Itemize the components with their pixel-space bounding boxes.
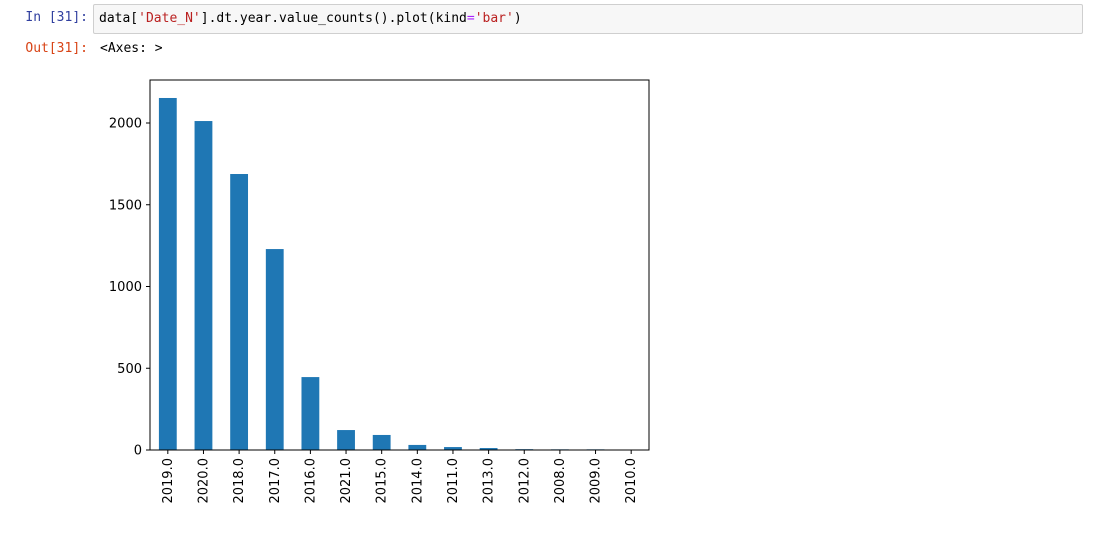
x-tick-label: 2020.0 (196, 458, 211, 504)
bar (337, 430, 355, 450)
x-tick-label: 2012.0 (517, 458, 532, 504)
y-tick-label: 2000 (109, 117, 142, 132)
output-prompt: Out[31]: (25, 41, 88, 56)
x-tick-label: 2013.0 (482, 458, 497, 504)
y-tick-label: 0 (134, 444, 142, 459)
x-tick-label: 2009.0 (589, 458, 604, 504)
x-tick-label: 2021.0 (339, 458, 354, 504)
x-tick-label: 2015.0 (375, 458, 390, 504)
bar (408, 444, 427, 450)
output-text: <Axes: > (100, 41, 163, 56)
code-operator: = (466, 11, 475, 26)
bar (265, 249, 284, 450)
bar (230, 174, 249, 450)
bar (158, 97, 177, 450)
y-tick-label: 1000 (109, 280, 142, 295)
bar (444, 447, 462, 450)
code-token: data[ (99, 11, 139, 26)
bar (372, 434, 391, 450)
code-string: 'Date_N' (138, 11, 201, 26)
code-string: 'bar' (474, 11, 514, 26)
y-tick-label: 1500 (109, 198, 142, 213)
code-input-cell[interactable]: data['Date_N'].dt.year.value_counts().pl… (93, 4, 1083, 34)
x-tick-label: 2014.0 (410, 458, 425, 504)
bar (194, 121, 213, 450)
x-tick-label: 2019.0 (161, 458, 176, 504)
x-tick-label: 2010.0 (624, 458, 639, 504)
x-tick-label: 2016.0 (303, 458, 318, 504)
input-prompt: In [31]: (25, 10, 88, 25)
plot-frame (149, 79, 650, 451)
x-tick-label: 2017.0 (268, 458, 283, 504)
x-tick-label: 2008.0 (553, 458, 568, 504)
x-tick-label: 2018.0 (232, 458, 247, 504)
x-tick-label: 2011.0 (446, 458, 461, 504)
bar (479, 448, 498, 450)
code-token: ].dt.year.value_counts().plot(kind (200, 11, 467, 26)
code-token: ) (513, 11, 522, 26)
bar (301, 377, 320, 450)
y-tick-label: 500 (117, 362, 142, 377)
